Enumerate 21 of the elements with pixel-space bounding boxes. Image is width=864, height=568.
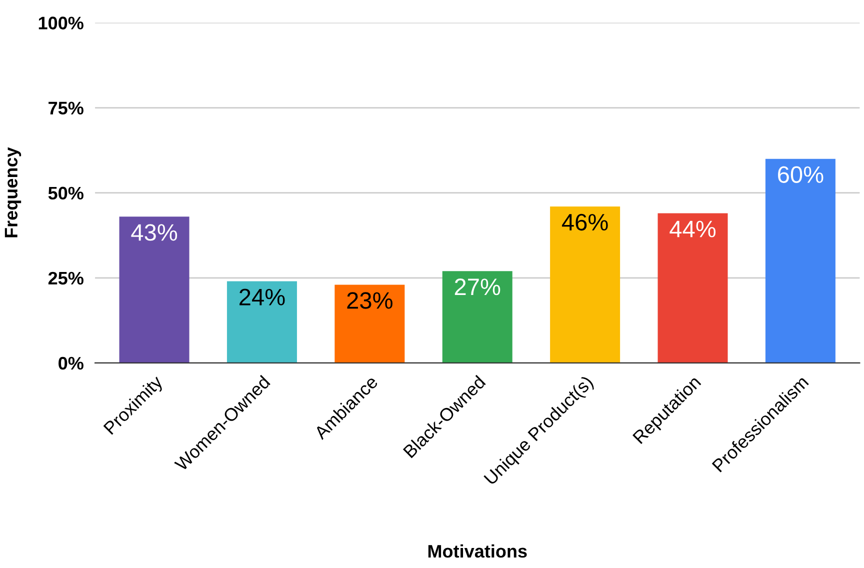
- data-label: 43%: [131, 224, 178, 241]
- x-axis-title: Motivations: [428, 544, 527, 558]
- y-tick-label: 0%: [58, 356, 84, 370]
- data-label: 24%: [240, 288, 285, 306]
- y-tick-label: 100%: [38, 16, 84, 30]
- bar: [658, 213, 728, 363]
- data-label: 23%: [347, 292, 392, 309]
- y-tick-label: 75%: [48, 102, 84, 114]
- bar: [765, 158, 836, 363]
- data-label: 27%: [454, 278, 500, 296]
- data-label: 60%: [778, 166, 824, 183]
- y-tick-label: 25%: [48, 272, 84, 285]
- data-label: 46%: [562, 214, 608, 231]
- bar: [334, 284, 405, 363]
- y-axis-title: Frequency: [4, 147, 22, 238]
- y-tick-label: 50%: [48, 186, 84, 200]
- data-label: 44%: [670, 220, 716, 238]
- bar: [119, 216, 190, 363]
- bar: [550, 206, 620, 363]
- bar: [226, 281, 297, 363]
- bar: [442, 271, 512, 363]
